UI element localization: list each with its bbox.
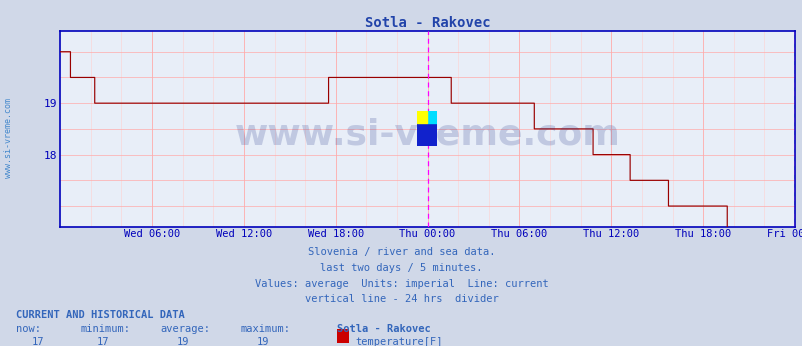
Text: 17: 17: [96, 337, 109, 346]
Text: www.si-vreme.com: www.si-vreme.com: [3, 98, 13, 179]
Text: now:: now:: [16, 324, 41, 334]
Title: Sotla - Rakovec: Sotla - Rakovec: [364, 16, 490, 30]
Bar: [416, 111, 427, 123]
Text: Values: average  Units: imperial  Line: current: Values: average Units: imperial Line: cu…: [254, 279, 548, 289]
Text: 19: 19: [176, 337, 189, 346]
Text: 17: 17: [32, 337, 45, 346]
Polygon shape: [427, 111, 436, 123]
Polygon shape: [416, 111, 427, 123]
Text: 19: 19: [257, 337, 269, 346]
Text: vertical line - 24 hrs  divider: vertical line - 24 hrs divider: [304, 294, 498, 304]
Text: CURRENT AND HISTORICAL DATA: CURRENT AND HISTORICAL DATA: [16, 310, 184, 320]
Text: maximum:: maximum:: [241, 324, 290, 334]
Text: Sotla - Rakovec: Sotla - Rakovec: [337, 324, 431, 334]
Bar: [427, 111, 436, 123]
Text: last two days / 5 minutes.: last two days / 5 minutes.: [320, 263, 482, 273]
Text: minimum:: minimum:: [80, 324, 130, 334]
Text: temperature[F]: temperature[F]: [354, 337, 442, 346]
Text: average:: average:: [160, 324, 210, 334]
Text: www.si-vreme.com: www.si-vreme.com: [234, 118, 620, 152]
Text: Slovenia / river and sea data.: Slovenia / river and sea data.: [307, 247, 495, 257]
Bar: [416, 123, 436, 146]
